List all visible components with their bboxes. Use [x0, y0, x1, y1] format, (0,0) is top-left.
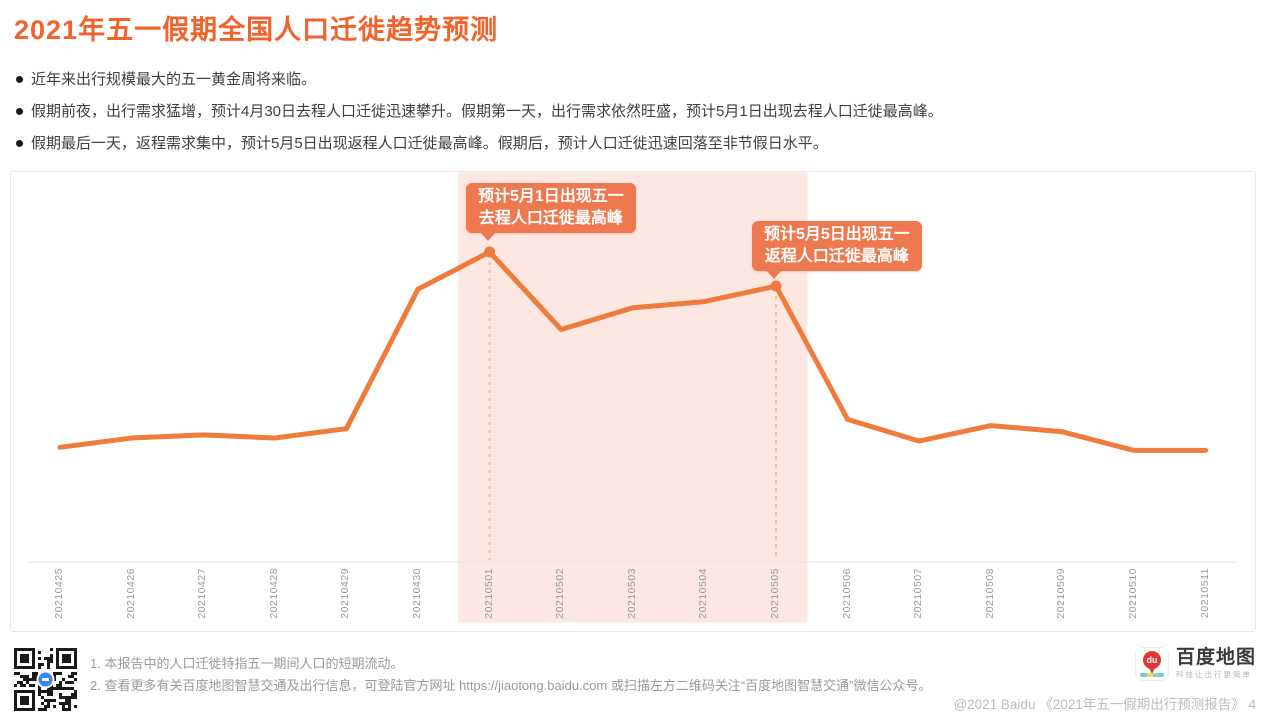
x-axis-label: 20210502 — [554, 568, 567, 619]
bullet-text: 假期前夜，出行需求猛增，预计4月30日去程人口迁徙迅速攀升。假期第一天，出行需求… — [31, 103, 943, 120]
summary-bullet-2: 假期前夜，出行需求猛增，预计4月30日去程人口迁徙迅速攀升。假期第一天，出行需求… — [14, 102, 943, 122]
callout-text-line: 预计5月5日出现五一 — [764, 226, 910, 243]
callout-pointer-icon — [766, 270, 782, 279]
x-axis-label: 20210429 — [339, 568, 352, 619]
qr-code — [14, 648, 77, 711]
baidu-maps-logo: du 百度地图 科技让出行更简单 — [1134, 647, 1256, 681]
holiday-highlight-band — [458, 172, 808, 623]
x-axis-label: 20210503 — [625, 568, 638, 619]
callout-text-line: 预计5月1日出现五一 — [478, 188, 624, 205]
x-axis-label: 20210426 — [124, 568, 137, 619]
baidu-maps-app-icon: du — [1134, 647, 1169, 681]
bullet-text: 假期最后一天，返程需求集中，预计5月5日出现返程人口迁徙最高峰。假期后，预计人口… — [31, 135, 828, 152]
bullet-text: 近年来出行规模最大的五一黄金周将来临。 — [31, 71, 317, 88]
x-axis-label: 20210504 — [697, 568, 710, 619]
map-streets-icon — [1139, 673, 1164, 677]
footnote-2: 2. 查看更多有关百度地图智慧交通及出行信息，可登陆官方网址 https://j… — [90, 678, 932, 693]
copyright-line: @2021 Baidu 《2021年五一假期出行预测报告》 4 — [953, 697, 1256, 712]
x-axis-label: 20210430 — [411, 568, 423, 619]
map-pin-icon: du — [1142, 651, 1161, 674]
x-axis-label: 20210427 — [196, 568, 209, 619]
bullet-icon — [16, 140, 23, 147]
bullet-icon — [16, 108, 23, 115]
callout-pointer-icon — [480, 232, 496, 241]
logo-tagline: 科技让出行更简单 — [1175, 670, 1252, 679]
peak-marker — [770, 280, 782, 292]
logo-name: 百度地图 — [1175, 647, 1256, 668]
migration-trend-chart: 预计5月1日出现五一 去程人口迁徙最高峰 预计5月5日出现五一 返程人口迁徙最高… — [10, 171, 1256, 632]
page-title: 2021年五一假期全国人口迁徙趋势预测 — [14, 15, 499, 45]
peak-marker — [484, 246, 496, 258]
trend-line — [57, 249, 1209, 453]
x-axis-label: 20210501 — [482, 568, 495, 619]
x-axis-label: 20210507 — [912, 568, 925, 619]
callout-may5-return-peak: 预计5月5日出现五一 返程人口迁徙最高峰 — [752, 221, 922, 279]
callout-may1-outbound-peak: 预计5月1日出现五一 去程人口迁徙最高峰 — [466, 183, 636, 241]
callout-text-line: 去程人口迁徙最高峰 — [478, 210, 623, 227]
bullet-icon — [16, 76, 23, 83]
x-axis-label: 20210511 — [1198, 568, 1211, 618]
qr-code-image — [14, 648, 77, 711]
footnote-1: 1. 本报告中的人口迁徙特指五一期间人口的短期流动。 — [90, 656, 404, 671]
x-axis-label: 20210425 — [53, 568, 65, 619]
x-axis-label: 20210428 — [267, 568, 280, 619]
x-axis-label: 20210506 — [840, 568, 853, 619]
summary-bullet-1: 近年来出行规模最大的五一黄金周将来临。 — [14, 70, 316, 90]
callout-text-line: 返程人口迁徙最高峰 — [764, 248, 909, 265]
x-axis-label: 20210510 — [1127, 568, 1139, 619]
line-chart-canvas — [29, 172, 1237, 623]
summary-bullet-3: 假期最后一天，返程需求集中，预计5月5日出现返程人口迁徙最高峰。假期后，预计人口… — [14, 134, 828, 154]
x-axis-label: 20210508 — [983, 568, 996, 619]
x-axis-label: 20210509 — [1055, 568, 1068, 619]
x-axis-label: 20210505 — [769, 568, 781, 619]
